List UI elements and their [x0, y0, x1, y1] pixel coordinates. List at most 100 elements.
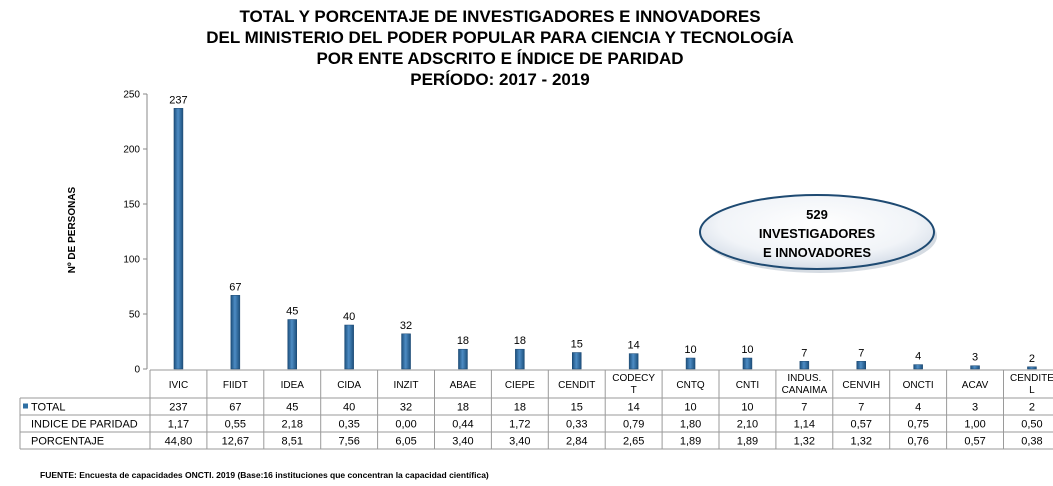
table-cell: 0,44 — [452, 419, 473, 431]
table-cell: 0,35 — [338, 419, 359, 431]
y-axis-title: Nº DE PERSONAS — [67, 186, 78, 273]
row-label: INDICE DE PARIDAD — [31, 419, 138, 431]
bar — [230, 295, 241, 370]
bar-value-label: 2 — [1029, 353, 1035, 365]
table-cell: 14 — [628, 402, 640, 414]
bar-value-label: 4 — [915, 351, 921, 363]
bar-value-label: 10 — [741, 344, 753, 356]
category-label: CENDIT — [558, 380, 595, 391]
bar-value-label: 67 — [229, 281, 241, 293]
table-cell: 1,32 — [794, 436, 815, 448]
bar-value-label: 7 — [801, 347, 807, 359]
table-cell: 1,89 — [680, 436, 701, 448]
chart-title-line-3: POR ENTE ADSCRITO E ÍNDICE DE PARIDAD — [316, 49, 684, 68]
annotation-line: E INNOVADORES — [763, 245, 871, 260]
table-cell: 0,55 — [225, 419, 246, 431]
table-cell: 2,84 — [566, 436, 587, 448]
table-cell: 12,67 — [222, 436, 250, 448]
table-cell: 0,57 — [851, 419, 872, 431]
table-cell: 1,32 — [851, 436, 872, 448]
category-label: ONCTI — [903, 380, 934, 391]
bar — [685, 357, 696, 370]
bar-value-label: 15 — [571, 339, 583, 351]
category-label: IVIC — [169, 380, 188, 391]
table-cell: 1,00 — [964, 419, 985, 431]
table-cell: 3 — [972, 402, 978, 414]
annotation-bubble — [699, 194, 935, 270]
table-cell: 2,10 — [737, 419, 758, 431]
y-tick-label: 250 — [123, 90, 140, 101]
table-cell: 0,00 — [395, 419, 416, 431]
y-tick-label: 100 — [123, 255, 140, 266]
bar — [173, 108, 184, 370]
bar-value-label: 18 — [514, 335, 526, 347]
bar — [742, 357, 753, 370]
table-cell: 2,65 — [623, 436, 644, 448]
table-cell: 1,14 — [794, 419, 815, 431]
bar — [572, 352, 582, 370]
table-cell: 0,75 — [907, 419, 928, 431]
table-cell: 3,40 — [452, 436, 473, 448]
table-cell: 10 — [684, 402, 696, 414]
table-cell: 6,05 — [395, 436, 416, 448]
table-cell: 0,79 — [623, 419, 644, 431]
legend-swatch — [23, 403, 28, 409]
table-cell: 1,80 — [680, 419, 701, 431]
bar-value-label: 14 — [628, 340, 640, 352]
table-cell: 0,33 — [566, 419, 587, 431]
chart-title-line-1: TOTAL Y PORCENTAJE DE INVESTIGADORES E I… — [239, 7, 761, 26]
table-cell: 1,17 — [168, 419, 189, 431]
chart-title: TOTAL Y PORCENTAJE DE INVESTIGADORES E I… — [120, 6, 880, 90]
chart-title-line-2: DEL MINISTERIO DEL PODER POPULAR PARA CI… — [206, 28, 794, 47]
table-cell: 1,89 — [737, 436, 758, 448]
bar — [515, 348, 525, 370]
table-cell: 2 — [1029, 402, 1035, 414]
annotation-line: 529 — [806, 207, 828, 222]
category-label: ABAE — [450, 380, 477, 391]
chart-title-line-4: PERÍODO: 2017 - 2019 — [410, 70, 590, 89]
row-label: PORCENTAJE — [31, 436, 104, 448]
table-cell: 40 — [343, 402, 355, 414]
table-cell: 0,50 — [1021, 419, 1042, 431]
category-label: CENDITE L — [1010, 373, 1053, 396]
table-cell: 10 — [741, 402, 753, 414]
bar — [799, 361, 810, 370]
category-label: ACAV — [962, 380, 989, 391]
bar — [856, 361, 866, 370]
bar-value-label: 18 — [457, 335, 469, 347]
table-cell: 0,38 — [1021, 436, 1042, 448]
category-label: CIEPE — [505, 380, 535, 391]
y-tick-label: 0 — [134, 365, 140, 376]
bar — [970, 365, 980, 370]
y-tick-label: 150 — [123, 200, 140, 211]
bar — [344, 324, 354, 370]
category-label: INDUS. CANAIMA — [782, 373, 828, 396]
bar-value-label: 237 — [169, 94, 187, 106]
bar — [913, 364, 923, 370]
category-label: IDEA — [281, 380, 305, 391]
bar — [401, 333, 411, 370]
bar-value-label: 40 — [343, 311, 355, 323]
bar-value-label: 45 — [286, 306, 298, 318]
table-cell: 7 — [858, 402, 864, 414]
bar-value-label: 3 — [972, 352, 978, 364]
category-label: CNTI — [736, 380, 759, 391]
table-cell: 45 — [286, 402, 298, 414]
table-cell: 44,80 — [165, 436, 193, 448]
table-cell: 4 — [915, 402, 921, 414]
category-label: CNTQ — [676, 380, 705, 391]
table-cell: 1,72 — [509, 419, 530, 431]
table-cell: 0,57 — [964, 436, 985, 448]
y-tick-label: 50 — [129, 310, 141, 321]
table-cell: 2,18 — [282, 419, 303, 431]
annotation-line: INVESTIGADORES — [759, 226, 876, 241]
source-note: FUENTE: Encuesta de capacidades ONCTI. 2… — [40, 470, 489, 480]
bar — [458, 348, 468, 370]
y-tick-label: 200 — [123, 145, 140, 156]
bar-value-label: 7 — [858, 347, 864, 359]
row-label: TOTAL — [31, 402, 65, 414]
table-cell: 15 — [571, 402, 583, 414]
table-cell: 8,51 — [282, 436, 303, 448]
table-cell: 18 — [514, 402, 526, 414]
